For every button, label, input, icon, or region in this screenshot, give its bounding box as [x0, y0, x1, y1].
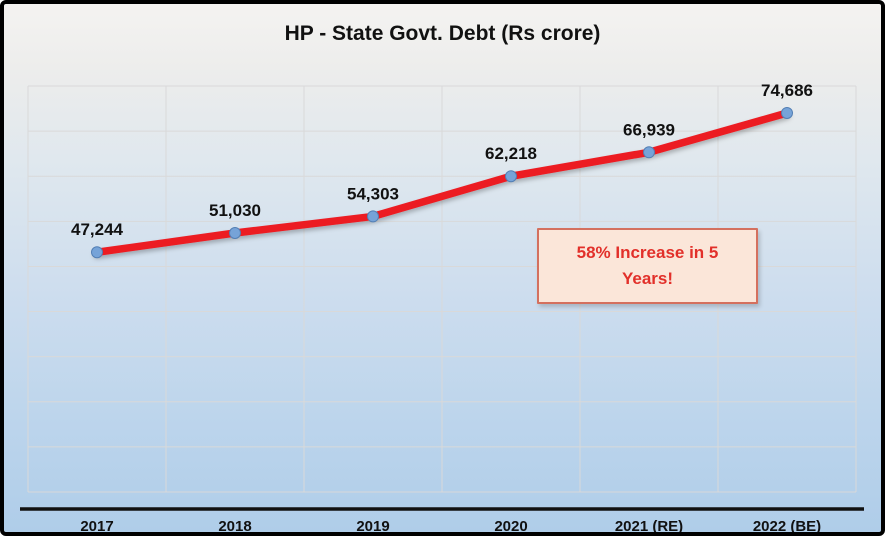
x-tick-label: 2018 — [218, 518, 251, 532]
data-point-marker — [91, 246, 103, 259]
x-tick-label: 2022 (BE) — [753, 518, 821, 532]
data-point-marker — [367, 210, 379, 223]
x-tick-label: 2021 (RE) — [615, 518, 683, 532]
data-label: 74,686 — [761, 81, 813, 100]
data-label: 51,030 — [209, 201, 261, 220]
annotation-text: 58% Increase in 5 Years! — [576, 242, 719, 288]
chart-title: HP - State Govt. Debt (Rs crore) — [284, 22, 601, 45]
data-point-marker — [505, 170, 517, 183]
data-label: 66,939 — [623, 120, 675, 139]
data-label: 47,244 — [71, 220, 124, 239]
annotation-box: 58% Increase in 5 Years! — [537, 228, 758, 304]
data-point-marker — [643, 146, 655, 159]
plot-area: 47,244 51,030 54,303 62,218 66,939 74,686 2017… — [20, 81, 864, 532]
data-label: 62,218 — [485, 144, 537, 163]
data-label: 54,303 — [347, 184, 399, 203]
x-tick-label: 2019 — [356, 518, 389, 532]
series-line — [93, 109, 791, 256]
data-point-marker — [229, 227, 241, 240]
x-tick-label: 2017 — [80, 518, 113, 532]
data-point-marker — [781, 106, 793, 119]
x-tick-label: 2020 — [494, 518, 527, 532]
